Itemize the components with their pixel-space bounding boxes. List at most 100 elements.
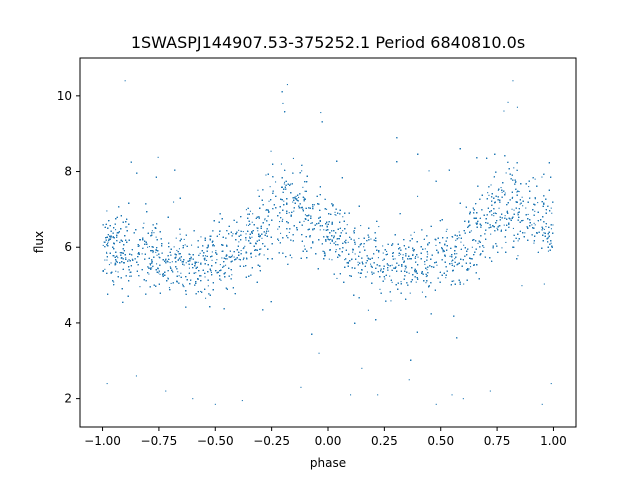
data-point	[446, 228, 448, 230]
data-point	[264, 218, 266, 220]
data-point	[303, 245, 305, 247]
data-point	[471, 246, 473, 248]
data-point	[301, 170, 303, 172]
data-point	[505, 172, 507, 174]
data-point	[545, 226, 547, 228]
data-point	[517, 255, 519, 257]
data-point	[415, 281, 417, 283]
data-point	[493, 212, 495, 214]
data-point	[367, 309, 369, 311]
data-point	[180, 272, 182, 274]
data-point	[543, 228, 545, 230]
data-point	[206, 259, 208, 261]
data-point	[537, 202, 539, 204]
data-point	[382, 259, 384, 261]
data-point	[500, 229, 502, 231]
data-point	[354, 253, 356, 255]
data-point	[417, 195, 419, 197]
data-point	[415, 256, 417, 258]
data-point	[185, 262, 187, 264]
data-point	[352, 248, 354, 250]
data-point	[320, 112, 322, 114]
data-point	[108, 264, 110, 266]
data-point	[414, 271, 416, 273]
data-point	[335, 249, 337, 251]
data-point	[507, 101, 509, 103]
data-point	[500, 187, 502, 189]
data-point	[402, 258, 404, 260]
data-point	[279, 221, 281, 223]
data-point	[512, 196, 514, 198]
data-point	[513, 167, 515, 169]
data-point	[400, 281, 402, 283]
data-point	[231, 274, 233, 276]
data-point	[363, 246, 365, 248]
data-point	[425, 282, 427, 284]
data-point	[493, 215, 495, 217]
data-point	[505, 241, 507, 243]
data-point	[319, 229, 321, 231]
data-point	[453, 280, 455, 282]
data-point	[128, 259, 130, 261]
data-point	[379, 288, 381, 290]
data-point	[277, 228, 279, 230]
data-point	[378, 226, 380, 228]
data-point	[463, 283, 465, 285]
data-point	[257, 189, 259, 191]
data-point	[370, 238, 372, 240]
data-point	[115, 270, 117, 272]
data-point	[304, 214, 306, 216]
data-point	[511, 208, 513, 210]
data-point	[268, 200, 270, 202]
data-point	[496, 227, 498, 229]
data-point	[260, 248, 262, 250]
data-point	[189, 254, 191, 256]
data-point	[357, 272, 359, 274]
data-point	[517, 212, 519, 214]
data-point	[470, 230, 472, 232]
data-point	[451, 262, 453, 264]
data-point	[141, 253, 143, 255]
data-point	[156, 254, 158, 256]
data-point	[248, 224, 250, 226]
data-point	[219, 264, 221, 266]
data-point	[155, 236, 157, 238]
data-point	[169, 262, 171, 264]
data-point	[173, 246, 175, 248]
data-point	[421, 291, 423, 293]
data-point	[358, 237, 360, 239]
data-point	[525, 207, 527, 209]
data-point	[490, 233, 492, 235]
data-point	[177, 271, 179, 273]
data-point	[104, 268, 106, 270]
data-point	[115, 229, 117, 231]
data-point	[310, 222, 312, 224]
data-point	[304, 190, 306, 192]
data-point	[244, 245, 246, 247]
data-point	[153, 232, 155, 234]
data-point	[424, 248, 426, 250]
data-point	[106, 259, 108, 261]
data-point	[110, 262, 112, 264]
data-point	[265, 209, 267, 211]
data-point	[490, 184, 492, 186]
data-point	[265, 174, 267, 176]
data-point	[155, 251, 157, 253]
data-point	[323, 252, 325, 254]
data-point	[125, 257, 127, 259]
data-point	[151, 230, 153, 232]
data-point	[292, 157, 294, 159]
data-point	[283, 200, 285, 202]
data-point	[106, 252, 108, 254]
data-point	[436, 264, 438, 266]
data-point	[207, 285, 209, 287]
data-point	[275, 181, 277, 183]
data-point	[117, 257, 119, 259]
data-point	[495, 213, 497, 215]
data-point	[326, 235, 328, 237]
data-point	[497, 189, 499, 191]
data-point	[390, 300, 392, 302]
data-point	[107, 242, 109, 244]
data-point	[242, 231, 244, 233]
